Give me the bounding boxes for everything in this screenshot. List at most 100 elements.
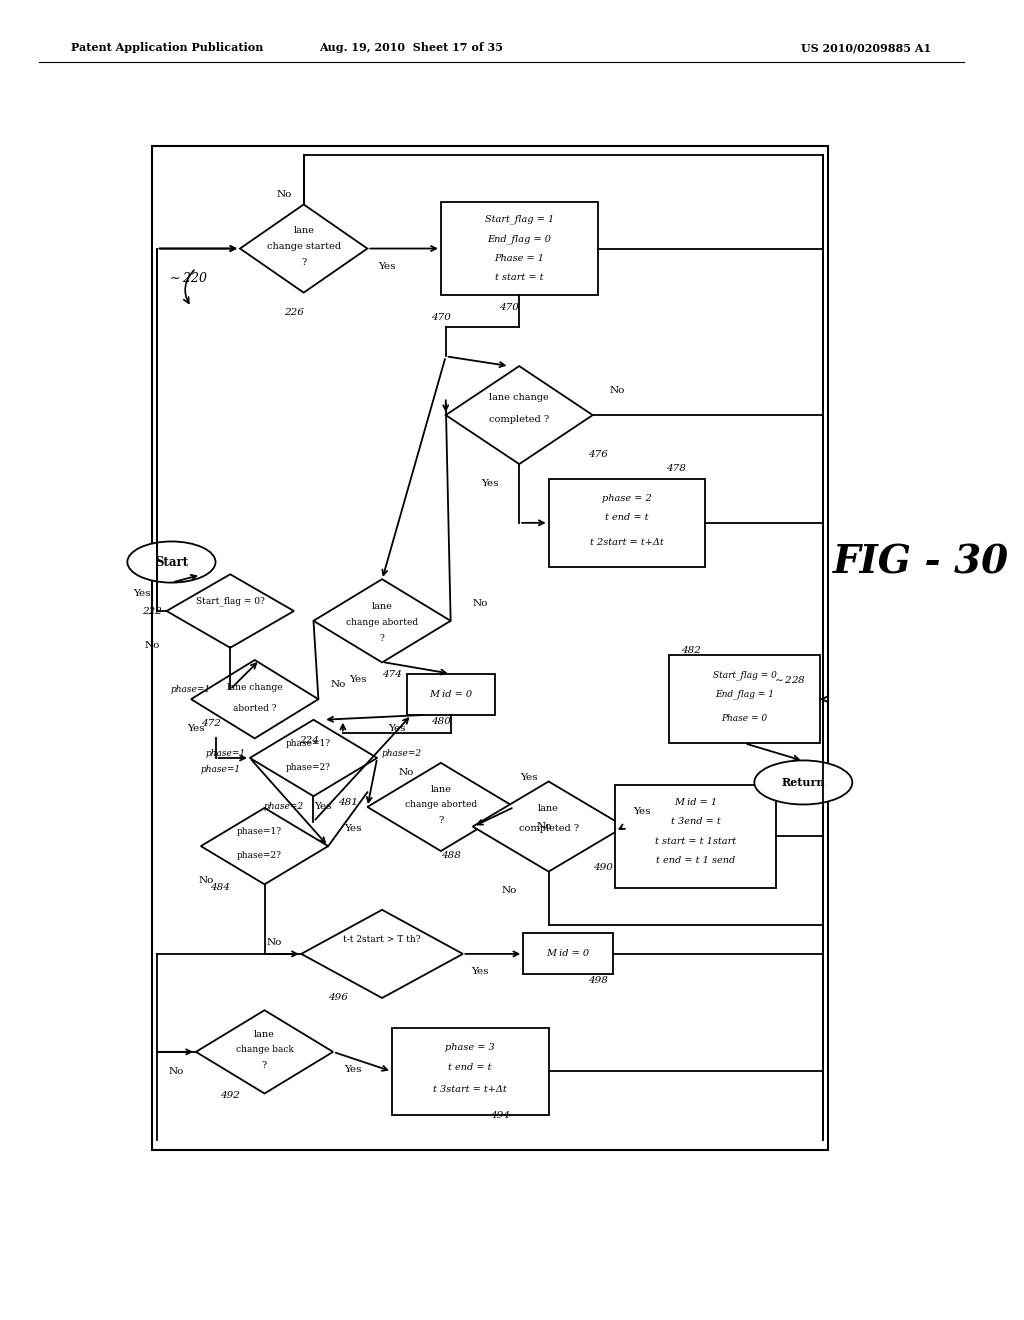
Text: No: No	[169, 1067, 184, 1076]
Text: Start_flag = 1: Start_flag = 1	[484, 214, 554, 224]
Text: t start = t 1start: t start = t 1start	[655, 837, 736, 846]
Text: Start: Start	[155, 556, 188, 569]
Text: 494: 494	[489, 1111, 510, 1121]
Text: No: No	[266, 937, 282, 946]
Text: phase=1: phase=1	[171, 685, 211, 694]
Text: No: No	[331, 680, 346, 689]
Text: 474: 474	[382, 671, 401, 680]
Text: 490: 490	[593, 863, 612, 873]
Text: 482: 482	[681, 645, 700, 655]
Text: 480: 480	[431, 717, 451, 726]
Polygon shape	[313, 579, 451, 663]
Text: phase=2: phase=2	[264, 803, 304, 812]
Text: 222: 222	[142, 606, 162, 615]
Text: No: No	[502, 886, 517, 895]
Text: Aug. 19, 2010  Sheet 17 of 35: Aug. 19, 2010 Sheet 17 of 35	[319, 42, 504, 53]
Text: completed ?: completed ?	[518, 824, 579, 833]
Text: End_flag = 1: End_flag = 1	[715, 689, 774, 700]
Text: completed ?: completed ?	[489, 416, 549, 425]
Text: change aborted: change aborted	[346, 618, 418, 627]
Text: lane: lane	[372, 602, 392, 611]
Text: change back: change back	[236, 1045, 294, 1055]
Text: Yes: Yes	[344, 1065, 361, 1074]
Text: $\sim$220: $\sim$220	[167, 271, 207, 285]
Text: aborted ?: aborted ?	[233, 705, 276, 714]
Text: 498: 498	[588, 975, 607, 985]
Text: Yes: Yes	[187, 725, 205, 733]
Text: phase=1?: phase=1?	[286, 739, 331, 747]
Text: End_flag = 0: End_flag = 0	[487, 234, 551, 244]
Polygon shape	[191, 660, 318, 738]
Text: Yes: Yes	[378, 261, 395, 271]
Text: t-t 2start > T th?: t-t 2start > T th?	[343, 935, 421, 944]
Text: No: No	[144, 640, 160, 649]
Text: ?: ?	[380, 634, 384, 643]
Text: 476: 476	[588, 450, 607, 459]
Ellipse shape	[127, 541, 215, 582]
Text: Phase = 1: Phase = 1	[495, 253, 544, 263]
Text: lane: lane	[254, 1030, 275, 1039]
Text: Yes: Yes	[344, 824, 361, 833]
Text: phase=1?: phase=1?	[238, 826, 282, 836]
FancyBboxPatch shape	[614, 785, 776, 888]
Text: 226: 226	[284, 308, 304, 317]
Polygon shape	[445, 366, 593, 465]
Text: t 3end = t: t 3end = t	[671, 817, 721, 826]
Polygon shape	[250, 719, 377, 796]
Text: phase=1: phase=1	[205, 748, 246, 758]
Text: Return: Return	[781, 777, 825, 788]
Text: lane: lane	[293, 227, 314, 235]
Polygon shape	[301, 909, 463, 998]
Text: Patent Application Publication: Patent Application Publication	[71, 42, 263, 53]
Text: No: No	[536, 822, 551, 832]
Text: $\sim$228: $\sim$228	[771, 675, 806, 685]
Polygon shape	[473, 781, 625, 871]
Text: No: No	[276, 190, 292, 199]
Text: phase = 2: phase = 2	[602, 494, 652, 503]
Text: 470: 470	[500, 302, 519, 312]
Text: Phase = 0: Phase = 0	[722, 714, 768, 723]
Text: No: No	[399, 768, 415, 777]
Text: 492: 492	[220, 1092, 241, 1101]
Text: t 3start = t+Δt: t 3start = t+Δt	[433, 1085, 507, 1093]
FancyBboxPatch shape	[392, 1028, 549, 1114]
Text: Start_flag = 0?: Start_flag = 0?	[196, 597, 264, 606]
Text: phase=2?: phase=2?	[286, 763, 331, 772]
Text: Yes: Yes	[520, 774, 538, 781]
Text: 470: 470	[431, 313, 451, 322]
Text: Yes: Yes	[133, 589, 151, 598]
Text: lane: lane	[539, 804, 559, 813]
Text: 484: 484	[211, 883, 230, 892]
Text: Yes: Yes	[314, 803, 332, 812]
Text: 224: 224	[299, 735, 318, 744]
Polygon shape	[196, 1010, 333, 1093]
Text: 488: 488	[440, 851, 461, 861]
FancyBboxPatch shape	[152, 145, 827, 1150]
Text: t end = t 1 send: t end = t 1 send	[656, 857, 735, 866]
Text: t start = t: t start = t	[495, 273, 544, 282]
Text: No: No	[609, 385, 625, 395]
Polygon shape	[167, 574, 294, 648]
Ellipse shape	[755, 760, 852, 804]
FancyBboxPatch shape	[549, 479, 706, 566]
Text: M id = 1: M id = 1	[674, 797, 717, 807]
Text: 472: 472	[201, 719, 220, 729]
Text: M id = 0: M id = 0	[429, 690, 472, 698]
Text: phase=1: phase=1	[201, 766, 241, 775]
Polygon shape	[368, 763, 514, 851]
Text: Yes: Yes	[349, 675, 367, 684]
Text: Yes: Yes	[388, 725, 406, 733]
Text: US 2010/0209885 A1: US 2010/0209885 A1	[801, 42, 931, 53]
Text: change started: change started	[266, 242, 341, 251]
Text: ?: ?	[262, 1061, 267, 1071]
Text: t end = t: t end = t	[605, 513, 649, 523]
Polygon shape	[201, 808, 328, 884]
Text: FIG - 30: FIG - 30	[833, 543, 1009, 581]
Text: phase=2?: phase=2?	[238, 851, 282, 861]
Text: lane change: lane change	[227, 682, 283, 692]
Polygon shape	[240, 205, 368, 293]
Text: Start_flag = 0: Start_flag = 0	[713, 669, 776, 680]
Text: Yes: Yes	[633, 808, 650, 816]
Text: t end = t: t end = t	[449, 1063, 492, 1072]
Text: M id = 0: M id = 0	[547, 949, 590, 958]
